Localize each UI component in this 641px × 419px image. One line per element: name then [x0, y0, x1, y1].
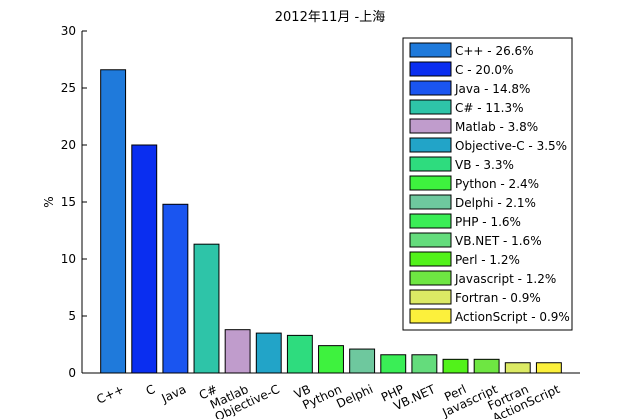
- legend-swatch: [409, 118, 452, 134]
- bar-c: [131, 144, 158, 374]
- legend-entry: Objective-C - 3.5%: [455, 139, 567, 153]
- plot-area: [100, 69, 562, 374]
- bar-javascript: [473, 358, 500, 374]
- y-axis: 0 5 10 15 20 25 30: [61, 24, 87, 380]
- bar-c-: [193, 243, 220, 374]
- legend-entry: Javascript - 1.2%: [454, 272, 556, 286]
- y-axis-label: %: [42, 196, 56, 207]
- legend-swatch: [409, 99, 452, 115]
- legend-swatch: [409, 61, 452, 77]
- bar-java: [162, 203, 189, 374]
- y-tick-label: 5: [68, 309, 76, 323]
- bar-vb: [286, 334, 313, 374]
- x-tick-label: C++: [94, 382, 126, 407]
- legend-swatch: [409, 194, 452, 210]
- legend-entry: Matlab - 3.8%: [455, 120, 538, 134]
- y-tick-label: 0: [68, 366, 76, 380]
- bar-python: [318, 345, 344, 374]
- bar-vb-net: [411, 354, 438, 374]
- legend-swatch: [409, 308, 452, 324]
- legend-swatch: [409, 137, 452, 153]
- legend-swatch: [409, 175, 452, 191]
- bar-php: [380, 354, 407, 374]
- legend-entry: PHP - 1.6%: [455, 215, 521, 229]
- legend-swatch: [409, 156, 452, 172]
- legend-entry: C# - 11.3%: [455, 101, 524, 115]
- legend-entry: VB.NET - 1.6%: [455, 234, 542, 248]
- bar-actionscript: [535, 362, 562, 374]
- bar-objective-c: [255, 332, 282, 374]
- y-tick-label: 20: [61, 138, 76, 152]
- bar-delphi: [349, 348, 376, 374]
- legend-swatch: [409, 251, 452, 267]
- legend-entry: Python - 2.4%: [455, 177, 539, 191]
- legend-swatch: [409, 213, 452, 229]
- x-tick-label: Delphi: [334, 382, 375, 411]
- y-tick-label: 25: [61, 81, 76, 95]
- y-tick-label: 15: [61, 195, 76, 209]
- legend: C++ - 26.6% C - 20.0% Java - 14.8% C# - 11.…: [402, 37, 573, 331]
- bar-c-: [100, 69, 127, 374]
- legend-swatch: [409, 289, 452, 305]
- legend-swatch: [409, 42, 452, 58]
- legend-entry: C++ - 26.6%: [455, 44, 534, 58]
- legend-entry: Fortran - 0.9%: [455, 291, 541, 305]
- legend-entry: VB - 3.3%: [455, 158, 514, 172]
- chart-title: 2012年11月 -上海: [275, 10, 385, 25]
- legend-swatch: [409, 232, 452, 248]
- legend-swatch: [409, 270, 452, 286]
- legend-entry: ActionScript - 0.9%: [455, 310, 570, 324]
- x-tick-label: VB: [292, 382, 313, 402]
- x-tick-label: C: [144, 382, 158, 398]
- legend-entry: Java - 14.8%: [454, 82, 530, 96]
- legend-entry: C - 20.0%: [455, 63, 513, 77]
- bar-perl: [442, 358, 469, 374]
- y-tick-label: 10: [61, 252, 76, 266]
- legend-entry: Delphi - 2.1%: [455, 196, 536, 210]
- bar-matlab: [224, 329, 251, 374]
- legend-swatch: [409, 80, 452, 96]
- legend-entry: Perl - 1.2%: [455, 253, 520, 267]
- bar-fortran: [504, 362, 531, 374]
- x-tick-label: Java: [159, 382, 189, 406]
- y-tick-label: 30: [61, 24, 76, 38]
